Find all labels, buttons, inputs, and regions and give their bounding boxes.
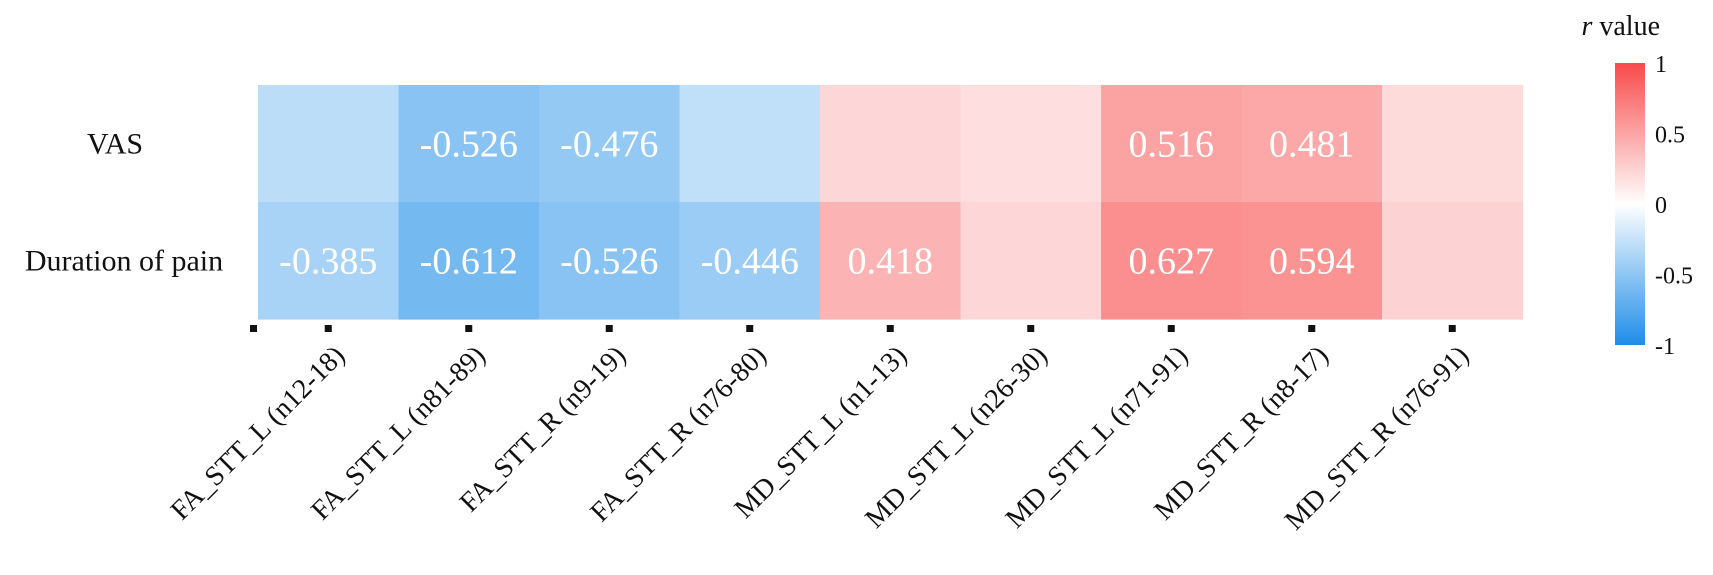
x-tick <box>324 325 332 332</box>
cell-value-label: -0.612 <box>420 241 518 283</box>
heatmap-cell-labels: -0.526 -0.476 0.516 0.481 -0.385 -0.612 -0.526… <box>279 124 1354 283</box>
x-tick <box>1308 325 1316 332</box>
heatmap-cells <box>258 85 1524 320</box>
colorbar-tick-label: 0 <box>1655 193 1667 219</box>
heatmap-cell <box>1382 85 1524 203</box>
colorbar-tick-label: 1 <box>1655 52 1667 78</box>
heatmap-cell <box>679 202 821 320</box>
x-axis: FA_STT_L (n12-18)FA_STT_L (n81-89)FA_STT… <box>165 325 1475 536</box>
colorbar-title: r value <box>1581 11 1660 42</box>
row-labels: VAS Duration of pain <box>25 128 223 278</box>
heatmap-cell <box>960 85 1102 203</box>
heatmap-cell <box>539 85 681 203</box>
colorbar: r value 1 0.5 0 -0.5 -1 <box>1581 11 1693 360</box>
axis-end-tick <box>250 325 257 332</box>
heatmap-cell <box>1241 85 1383 203</box>
colorbar-tick-label: -0.5 <box>1655 264 1693 290</box>
x-tick <box>886 325 894 332</box>
x-tick <box>1027 325 1035 332</box>
heatmap-cell <box>1241 202 1383 320</box>
heatmap-cell <box>820 202 962 320</box>
heatmap-cell <box>820 85 962 203</box>
cell-value-label: 0.516 <box>1129 124 1215 166</box>
heatmap-cell <box>539 202 681 320</box>
colorbar-gradient <box>1615 63 1645 345</box>
x-tick <box>1167 325 1175 332</box>
heatmap-cell <box>960 202 1102 320</box>
colorbar-ticks: 1 0.5 0 -0.5 -1 <box>1655 52 1693 360</box>
heatmap-cell <box>398 85 540 203</box>
cell-value-label: 0.418 <box>848 241 934 283</box>
x-tick <box>465 325 473 332</box>
heatmap-cell <box>1382 202 1524 320</box>
cell-value-label: -0.446 <box>701 241 799 283</box>
cell-value-label: 0.481 <box>1269 124 1355 166</box>
cell-value-label: 0.627 <box>1129 241 1215 283</box>
heatmap-cell <box>1101 202 1243 320</box>
x-tick <box>605 325 613 332</box>
x-tick <box>1448 325 1456 332</box>
heatmap-cell <box>398 202 540 320</box>
cell-value-label: 0.594 <box>1269 241 1355 283</box>
cell-value-label: -0.526 <box>560 241 658 283</box>
cell-value-label: -0.526 <box>420 124 518 166</box>
heatmap-cell <box>1101 85 1243 203</box>
colorbar-tick-label: 0.5 <box>1655 123 1685 149</box>
colorbar-tick-label: -1 <box>1655 334 1675 360</box>
cell-value-label: -0.476 <box>560 124 658 166</box>
x-tick <box>746 325 754 332</box>
cell-value-label: -0.385 <box>279 241 377 283</box>
heatmap-cell <box>258 202 400 320</box>
row-label: VAS <box>87 128 143 161</box>
row-label: Duration of pain <box>25 245 223 278</box>
heatmap-cell <box>258 85 400 203</box>
heatmap-cell <box>679 85 821 203</box>
